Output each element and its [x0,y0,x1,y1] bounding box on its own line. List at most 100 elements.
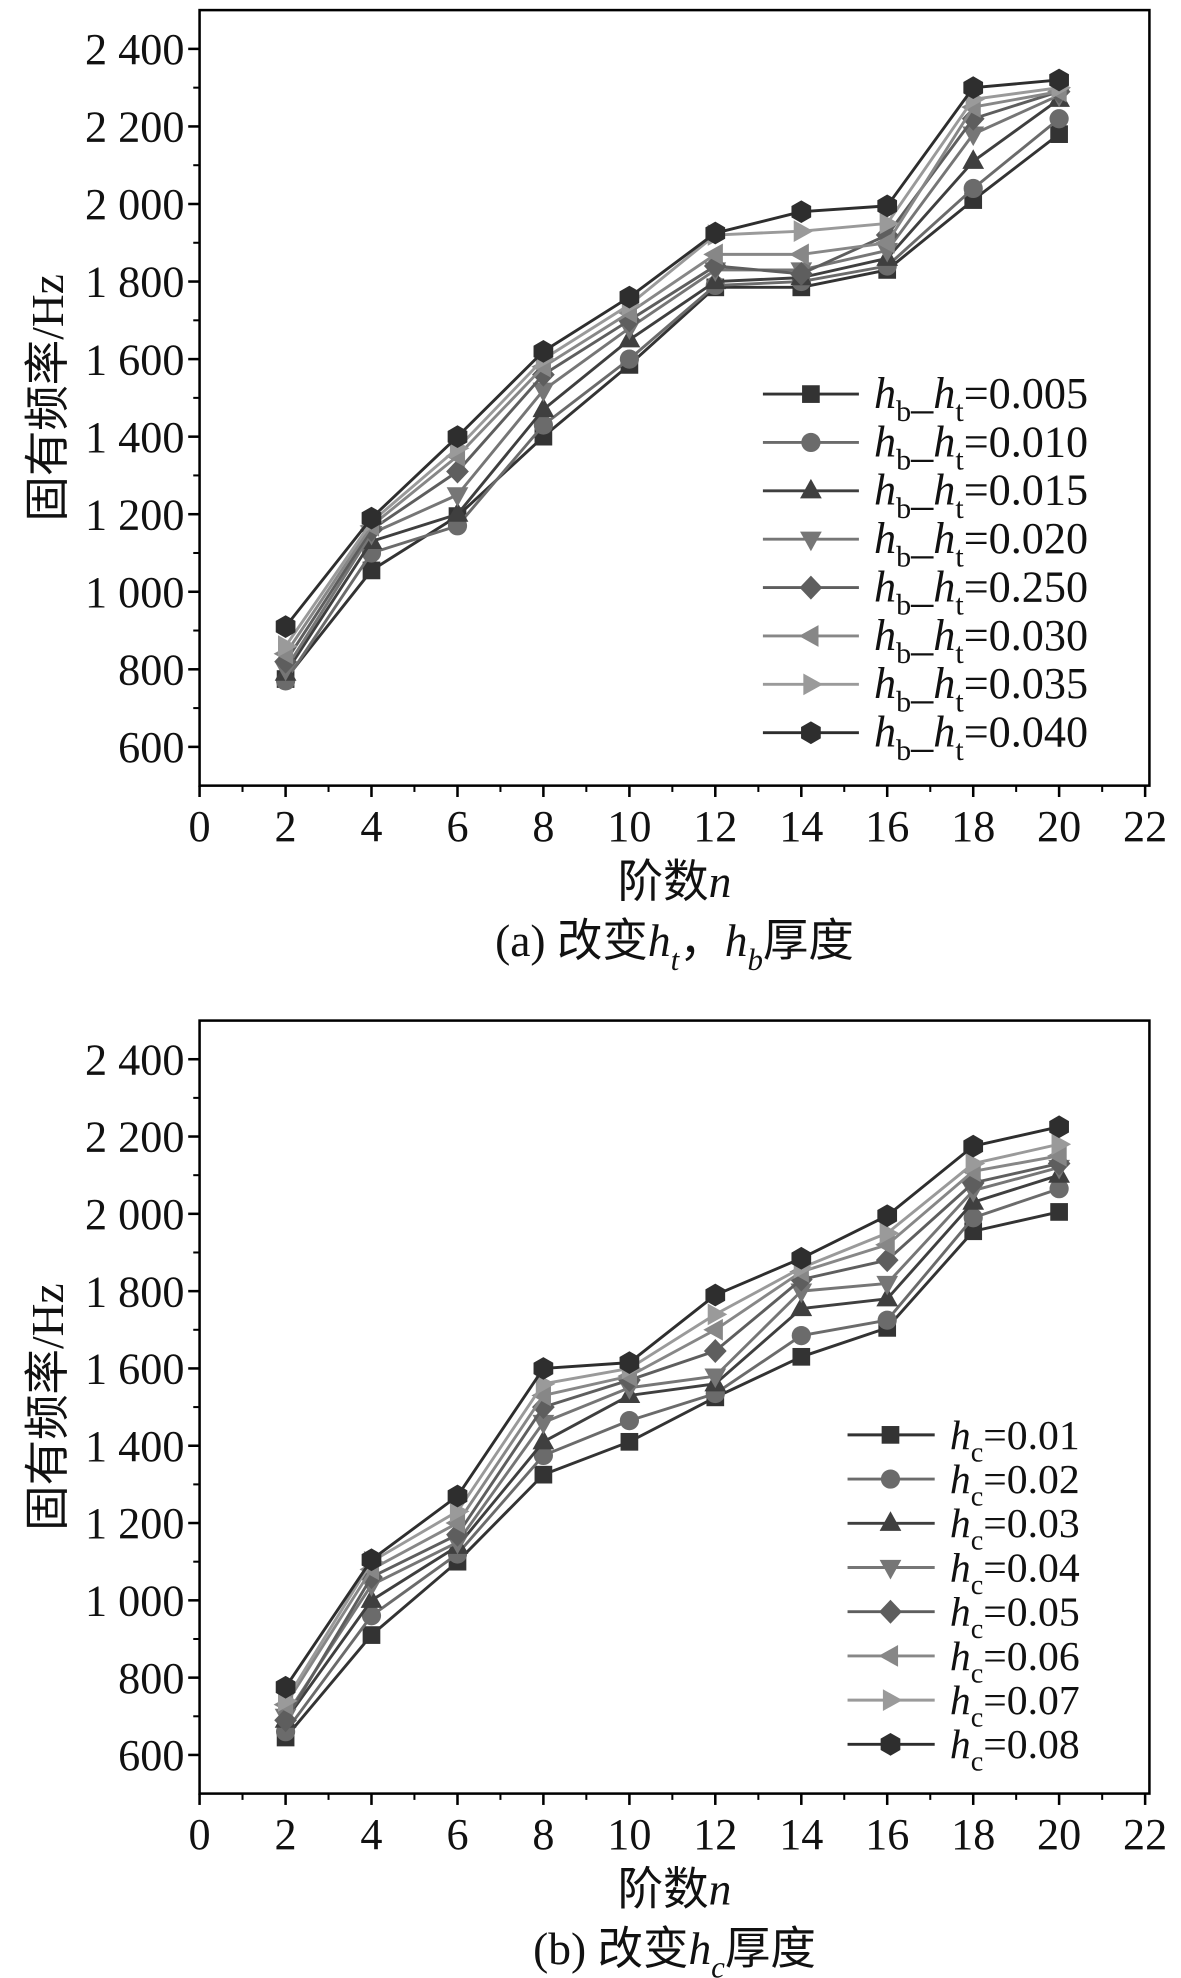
italic-symbol-text: h [874,708,896,757]
subscript-text: c [971,1747,984,1778]
subscript-text: t [955,394,964,428]
data-point-hexagon [1049,68,1069,92]
x-tick-label: 4 [360,1810,382,1859]
x-tick-label: 8 [532,1810,554,1859]
plain-text: 厚度 [725,1923,816,1974]
data-point-triangle-right [278,635,298,657]
x-tick-label: 10 [607,802,651,851]
plain-text: =0.04 [983,1545,1080,1591]
legend-label: hb_ht=0.030 [874,611,1088,670]
y-tick-label: 1 000 [85,1576,184,1625]
data-point-triangle-up [446,502,469,522]
data-point-triangle-left [703,1318,723,1341]
italic-symbol-text: h [950,1678,971,1724]
y-tick-label: 600 [118,1731,184,1780]
subscript-text: b [896,443,911,477]
plain-text: =0.020 [964,514,1088,563]
y-tick-label: 2 200 [85,103,184,152]
legend-marker-triangle-left [798,625,819,647]
subscript-text: b [747,942,762,977]
legend-marker-triangle-right [882,1689,903,1711]
legend-item: hc=0.04 [847,1545,1080,1601]
data-point-triangle-down [704,1368,727,1389]
data-point-hexagon [963,76,984,100]
x-tick-label: 0 [189,1810,211,1859]
legend-label: hc=0.03 [950,1501,1080,1557]
legend-label: hb_ht=0.040 [874,708,1088,767]
data-point-hexagon [275,615,296,638]
data-point-circle [791,1325,811,1346]
data-point-hexagon [619,285,640,309]
data-point-triangle-left [789,243,809,266]
data-point-triangle-down [790,1283,813,1304]
series-line [284,86,1060,647]
data-point-square [1050,125,1068,143]
data-point-triangle-right [879,1222,900,1245]
italic-symbol-text: h [933,466,955,515]
italic-symbol-text: h [950,1413,971,1459]
subscript-text: t [955,539,964,573]
plain-text: =0.06 [983,1634,1079,1680]
plain-text: =0.07 [983,1678,1079,1724]
italic-symbol-text: h [874,466,896,515]
legend-item: hb_ht=0.015 [762,466,1088,525]
data-point-triangle-down [446,487,469,507]
series-line [284,1187,1060,1733]
data-point-circle [1049,1179,1069,1199]
italic-symbol-text: h [874,417,896,466]
data-point-hexagon [275,1675,296,1699]
italic-symbol-text: h [648,915,671,966]
data-point-diamond [789,261,813,286]
plain-text: =0.08 [983,1722,1079,1768]
data-point-triangle-right [535,1372,556,1395]
data-point-triangle-down [876,1275,899,1296]
data-point-triangle-left [531,1384,551,1407]
series-hexagon [275,68,1069,638]
series-line [284,78,1060,628]
plain-text: (b) 改变 [533,1923,688,1974]
y-tick-label: 1 800 [85,1267,184,1316]
plain-text: 厚度 [763,915,854,966]
data-point-triangle-up [360,1588,383,1608]
x-tick-label: 14 [779,802,823,851]
data-point-triangle-right [793,220,814,243]
x-tick-label: 18 [951,802,995,851]
x-tick-label: 22 [1123,1810,1167,1859]
subscript-text: b [896,491,911,525]
data-point-hexagon [447,425,468,449]
italic-symbol-text: n [709,856,732,907]
x-tick-label: 6 [446,1810,468,1859]
legend-item: hb_ht=0.020 [762,514,1088,573]
plain-text: _ [910,708,934,757]
series-line [284,1142,1060,1702]
x-tick-label: 20 [1037,802,1081,851]
panel-caption: (b) 改变hc厚度 [533,1923,816,1978]
plain-text: =0.040 [964,708,1088,757]
subscript-text: t [955,491,964,525]
data-point-circle [963,178,983,199]
series-line [284,1173,1060,1722]
chart-panel-b: 600 800 1 000 1 200 1 400 1 600 1 800 2 000 2 20… [22,1019,1167,1978]
subscript-text: t [955,443,964,477]
italic-symbol-text: h [950,1501,971,1547]
x-tick-label: 4 [360,802,382,851]
data-point-square [362,561,381,580]
legend-marker-hexagon [801,721,821,745]
data-point-hexagon [791,200,812,224]
legend-label: hb_ht=0.250 [874,562,1088,621]
data-point-hexagon [705,221,726,245]
y-tick-label: 2 000 [85,1190,184,1239]
legend-item: hb_ht=0.035 [762,659,1088,718]
data-point-triangle-right [965,1152,986,1175]
data-point-hexagon [705,1283,726,1307]
plain-text: _ [910,514,934,563]
x-tick-label: 2 [275,802,297,851]
plain-text: =0.015 [964,466,1088,515]
italic-symbol-text: h [874,611,896,660]
data-point-triangle-up [532,397,555,418]
italic-symbol-text: h [725,915,748,966]
legend-label: hc=0.05 [950,1590,1080,1646]
data-point-triangle-left [1047,1144,1067,1167]
subscript-text: t [671,942,681,977]
italic-symbol-text: h [874,369,896,418]
